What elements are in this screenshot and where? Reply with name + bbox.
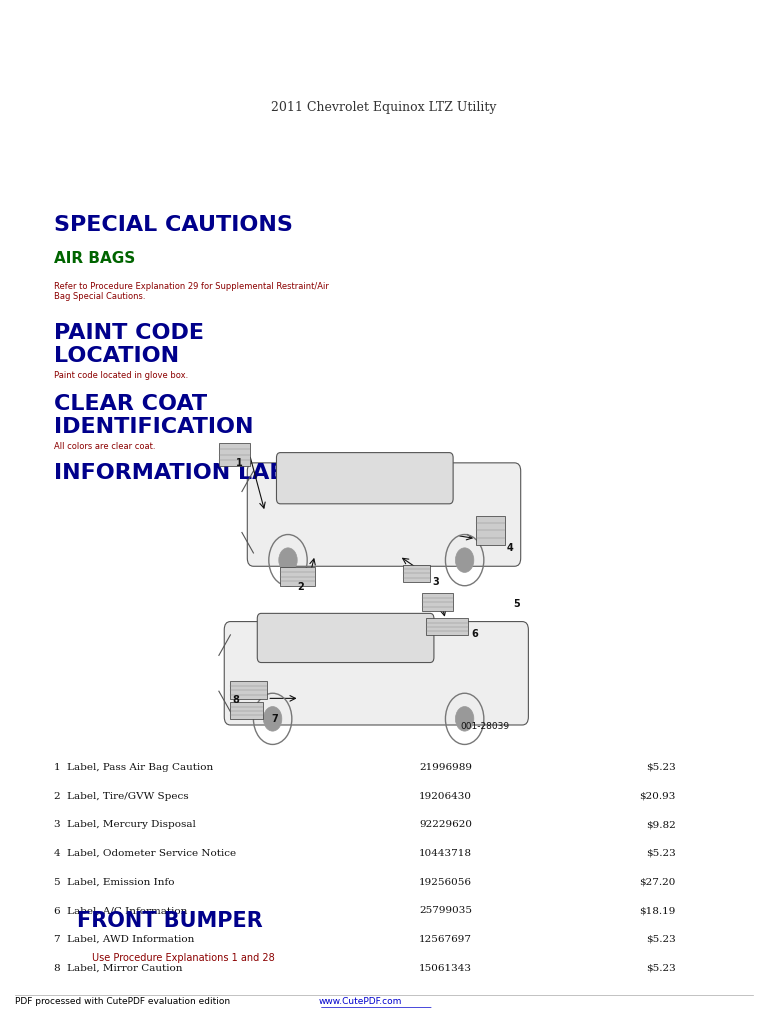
Circle shape	[279, 548, 297, 572]
Text: INFORMATION LABELS: INFORMATION LABELS	[54, 463, 331, 483]
Text: Paint code located in glove box.: Paint code located in glove box.	[54, 371, 188, 380]
Text: 2: 2	[297, 582, 304, 592]
Text: 10443718: 10443718	[419, 849, 472, 858]
Bar	[230, 681, 267, 699]
Text: 15061343: 15061343	[419, 964, 472, 973]
Text: $18.19: $18.19	[640, 906, 676, 915]
Text: Refer to Procedure Explanation 29 for Supplemental Restraint/Air
Bag Special Cau: Refer to Procedure Explanation 29 for Su…	[54, 282, 329, 301]
Text: PDF processed with CutePDF evaluation edition: PDF processed with CutePDF evaluation ed…	[15, 996, 233, 1006]
Circle shape	[263, 707, 282, 731]
Text: $20.93: $20.93	[640, 792, 676, 801]
Text: $27.20: $27.20	[640, 878, 676, 887]
Text: $5.23: $5.23	[646, 935, 676, 944]
FancyBboxPatch shape	[247, 463, 521, 566]
Text: 3: 3	[432, 577, 439, 587]
Text: $9.82: $9.82	[646, 820, 676, 829]
Text: 6: 6	[472, 629, 478, 639]
Text: PAINT CODE
LOCATION: PAINT CODE LOCATION	[54, 323, 204, 366]
Text: SPECIAL CAUTIONS: SPECIAL CAUTIONS	[54, 215, 293, 236]
Bar	[219, 443, 250, 466]
Text: 4: 4	[507, 543, 514, 553]
FancyBboxPatch shape	[257, 613, 434, 663]
Text: 25799035: 25799035	[419, 906, 472, 915]
Text: 2  Label, Tire/GVW Specs: 2 Label, Tire/GVW Specs	[54, 792, 188, 801]
Text: 19256056: 19256056	[419, 878, 472, 887]
Text: $5.23: $5.23	[646, 849, 676, 858]
Text: 92229620: 92229620	[419, 820, 472, 829]
Text: FRONT BUMPER: FRONT BUMPER	[77, 910, 263, 931]
Text: 21996989: 21996989	[419, 763, 472, 772]
Bar	[403, 565, 430, 582]
Bar	[230, 702, 263, 719]
Text: 5: 5	[513, 599, 520, 609]
Text: 5  Label, Emission Info: 5 Label, Emission Info	[54, 878, 174, 887]
Text: Use Procedure Explanations 1 and 28: Use Procedure Explanations 1 and 28	[92, 952, 275, 963]
Text: 12567697: 12567697	[419, 935, 472, 944]
Text: 3  Label, Mercury Disposal: 3 Label, Mercury Disposal	[54, 820, 196, 829]
Text: 1  Label, Pass Air Bag Caution: 1 Label, Pass Air Bag Caution	[54, 763, 213, 772]
Text: 8  Label, Mirror Caution: 8 Label, Mirror Caution	[54, 964, 182, 973]
Bar	[422, 593, 453, 611]
Bar	[426, 618, 468, 635]
Text: 7  Label, AWD Information: 7 Label, AWD Information	[54, 935, 194, 944]
Text: 2011 Chevrolet Equinox LTZ Utility: 2011 Chevrolet Equinox LTZ Utility	[271, 101, 497, 114]
FancyBboxPatch shape	[224, 622, 528, 725]
Text: $5.23: $5.23	[646, 964, 676, 973]
Text: 6  Label, A/C Information: 6 Label, A/C Information	[54, 906, 187, 915]
Circle shape	[455, 548, 474, 572]
Text: CLEAR COAT
IDENTIFICATION: CLEAR COAT IDENTIFICATION	[54, 394, 253, 437]
FancyBboxPatch shape	[276, 453, 453, 504]
Text: 8: 8	[232, 695, 239, 706]
Text: 1: 1	[236, 458, 243, 468]
Text: All colors are clear coat.: All colors are clear coat.	[54, 442, 155, 452]
Text: www.CutePDF.com: www.CutePDF.com	[319, 996, 402, 1006]
Circle shape	[455, 707, 474, 731]
Text: 19206430: 19206430	[419, 792, 472, 801]
Text: 7: 7	[272, 714, 279, 724]
Bar	[280, 567, 315, 586]
Text: AIR BAGS: AIR BAGS	[54, 251, 135, 266]
Bar	[476, 516, 505, 545]
Text: 001-28039: 001-28039	[461, 722, 510, 731]
Text: $5.23: $5.23	[646, 763, 676, 772]
Text: 4  Label, Odometer Service Notice: 4 Label, Odometer Service Notice	[54, 849, 236, 858]
